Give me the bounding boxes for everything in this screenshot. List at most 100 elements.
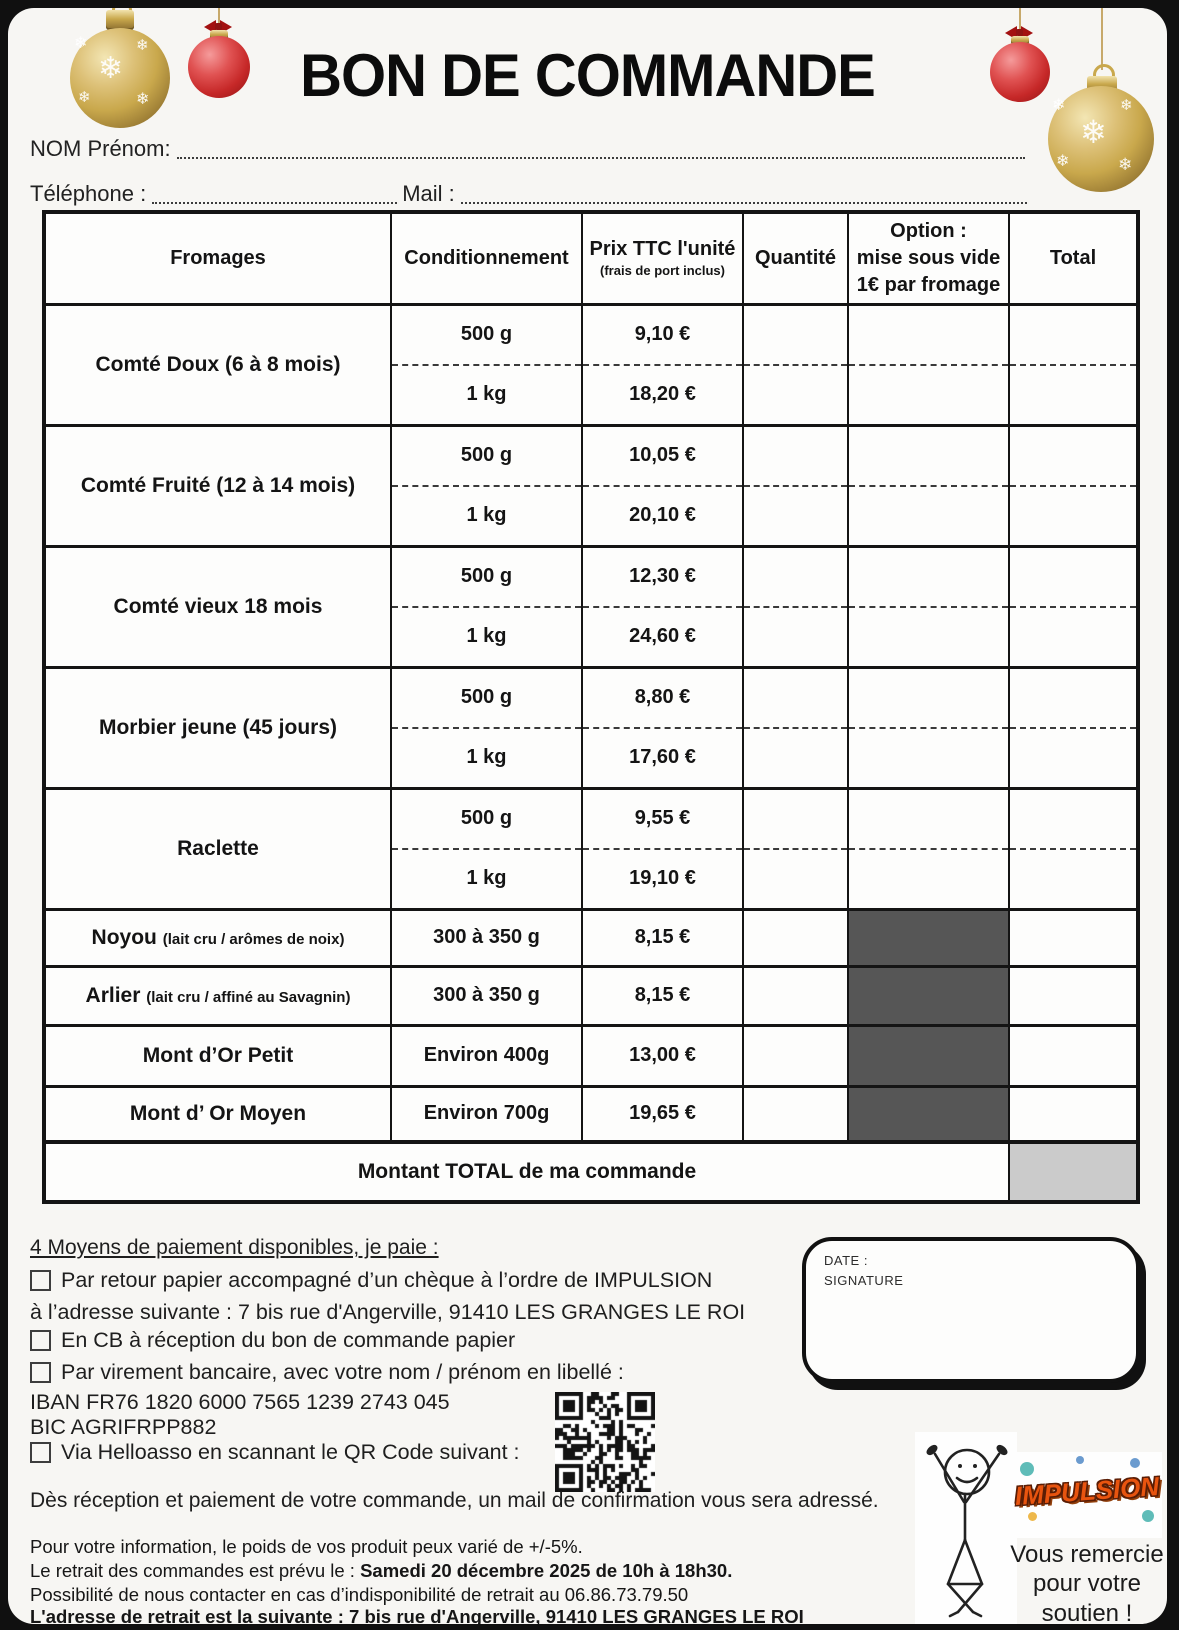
table-row: Noyou (lait cru / arômes de noix) 300 à … <box>43 907 1139 967</box>
table-row: Morbier jeune (45 jours) 500 g 8,80 € <box>43 665 1139 789</box>
quantity-cell[interactable] <box>742 365 849 426</box>
total-cell[interactable] <box>1008 728 1139 789</box>
cb-checkbox[interactable] <box>30 1330 51 1351</box>
bic-text: BIC AGRIFRPP882 <box>30 1415 217 1439</box>
snowflake-icon: ❄ <box>1118 155 1133 174</box>
cheese-name-note: (lait cru / affiné au Savagnin) <box>146 988 351 1006</box>
payment-option-cheque: Par retour papier accompagné d’un chèque… <box>30 1268 712 1293</box>
mail-input[interactable] <box>460 179 1027 205</box>
conditionnement-value: 500 g <box>390 665 583 729</box>
total-cell[interactable] <box>1008 544 1139 608</box>
cheque-label: Par retour papier accompagné d’un chèque… <box>61 1268 713 1292</box>
table-row: 1 kg 19,10 € <box>44 849 1139 910</box>
option-cell[interactable] <box>847 607 1010 668</box>
col-header-conditionnement: Conditionnement <box>390 211 583 306</box>
option-cell[interactable] <box>847 786 1010 850</box>
table-row: Raclette 500 g 9,55 € <box>43 786 1139 910</box>
quantity-cell[interactable] <box>742 1084 849 1143</box>
table-row: 1 kg 24,60 € <box>44 607 1139 668</box>
table-row: 1 kg 20,10 € <box>44 486 1139 547</box>
name-field-row: NOM Prénom: <box>30 134 1030 163</box>
total-cell[interactable] <box>1008 486 1139 547</box>
price-value: 9,10 € <box>581 302 744 366</box>
quantity-cell[interactable] <box>742 302 849 366</box>
snowflake-icon: ❄ <box>136 91 150 108</box>
iban-text: IBAN FR76 1820 6000 7565 1239 2743 045 <box>30 1390 450 1414</box>
option-cell[interactable] <box>847 302 1010 366</box>
option-cell-blocked <box>847 964 1010 1026</box>
quantity-cell[interactable] <box>742 665 849 729</box>
thanks-text: Vous remercie pour votre soutien ! <box>1010 1541 1164 1624</box>
total-cell[interactable] <box>1008 849 1139 910</box>
total-cell[interactable] <box>1008 423 1139 487</box>
cheese-name: Mont d’Or Petit <box>43 1023 392 1087</box>
grand-total-label: Montant TOTAL de ma commande <box>43 1140 1010 1203</box>
ornament-string-icon <box>218 8 220 26</box>
table-row: Mont d’ Or Moyen Environ 700g 19,65 € <box>43 1084 1139 1143</box>
option-cell[interactable] <box>847 849 1010 910</box>
col-header-prix-sub: (frais de port inclus) <box>600 263 725 279</box>
virement-label: Par virement bancaire, avec votre nom / … <box>61 1360 624 1384</box>
total-cell[interactable] <box>1008 1084 1139 1143</box>
helloasso-checkbox[interactable] <box>30 1442 51 1463</box>
phone-mail-row: Téléphone : Mail : <box>30 179 1032 208</box>
snowflake-icon: ❄ <box>1080 114 1107 150</box>
col-header-total: Total <box>1008 211 1139 306</box>
option-cell[interactable] <box>847 486 1010 547</box>
total-cell[interactable] <box>1008 1023 1139 1087</box>
table-row: Mont d’Or Petit Environ 400g 13,00 € <box>43 1023 1139 1087</box>
quantity-cell[interactable] <box>742 486 849 547</box>
total-cell[interactable] <box>1008 786 1139 850</box>
bow-icon <box>215 23 222 30</box>
confirmation-text: Dès réception et paiement de votre comma… <box>30 1489 879 1512</box>
quantity-cell[interactable] <box>742 423 849 487</box>
table-row: Comté vieux 18 mois 500 g 12,30 € <box>43 544 1139 668</box>
price-value: 13,00 € <box>581 1023 744 1087</box>
total-cell[interactable] <box>1008 607 1139 668</box>
table-header-row: Fromages Conditionnement Prix TTC l'unit… <box>43 211 1139 306</box>
paint-splatter-icon <box>1076 1456 1084 1464</box>
quantity-cell[interactable] <box>742 907 849 967</box>
option-cell[interactable] <box>847 665 1010 729</box>
option-header-line: mise sous vide <box>856 246 1001 269</box>
quantity-cell[interactable] <box>742 544 849 608</box>
bauble-gold-icon: ❄ ❄ ❄ ❄ ❄ <box>1048 86 1154 192</box>
quantity-cell[interactable] <box>742 607 849 668</box>
option-cell[interactable] <box>847 544 1010 608</box>
option-cell[interactable] <box>847 728 1010 789</box>
cheque-checkbox[interactable] <box>30 1270 51 1291</box>
pickup-address-text: L'adresse de retrait est la suivante : 7… <box>30 1606 804 1624</box>
date-label: DATE : <box>824 1253 868 1268</box>
quantity-cell[interactable] <box>742 786 849 850</box>
cheese-name: Comté Doux (6 à 8 mois) <box>43 302 392 426</box>
helloasso-label: Via Helloasso en scannant le QR Code sui… <box>61 1440 520 1464</box>
total-cell[interactable] <box>1008 665 1139 729</box>
total-cell[interactable] <box>1008 907 1139 967</box>
cheese-name: Mont d’ Or Moyen <box>43 1084 392 1143</box>
option-cell[interactable] <box>847 423 1010 487</box>
conditionnement-value: 1 kg <box>390 849 583 910</box>
total-cell[interactable] <box>1008 302 1139 366</box>
paint-splatter-icon <box>1028 1512 1037 1521</box>
total-cell[interactable] <box>1008 365 1139 426</box>
quantity-cell[interactable] <box>742 849 849 910</box>
quantity-cell[interactable] <box>742 964 849 1026</box>
name-input[interactable] <box>176 134 1025 160</box>
option-cell[interactable] <box>847 365 1010 426</box>
virement-checkbox[interactable] <box>30 1362 51 1383</box>
date-signature-box[interactable]: DATE : SIGNATURE <box>802 1237 1140 1383</box>
cheese-name-main: Noyou <box>91 925 157 949</box>
total-cell[interactable] <box>1008 964 1139 1026</box>
price-value: 8,15 € <box>581 907 744 967</box>
conditionnement-value: Environ 700g <box>390 1084 583 1143</box>
cheese-name: Raclette <box>43 786 392 910</box>
quantity-cell[interactable] <box>742 728 849 789</box>
snowflake-icon: ❄ <box>1120 97 1133 114</box>
grand-total-cell[interactable] <box>1008 1140 1139 1203</box>
cheque-address: à l’adresse suivante : 7 bis rue d'Anger… <box>30 1300 746 1324</box>
quantity-cell[interactable] <box>742 1023 849 1087</box>
contact-info-text: Possibilité de nous contacter en cas d’i… <box>30 1584 689 1605</box>
payment-option-helloasso: Via Helloasso en scannant le QR Code sui… <box>30 1440 520 1465</box>
phone-input[interactable] <box>152 179 398 205</box>
ornament-string-icon <box>1019 8 1021 30</box>
